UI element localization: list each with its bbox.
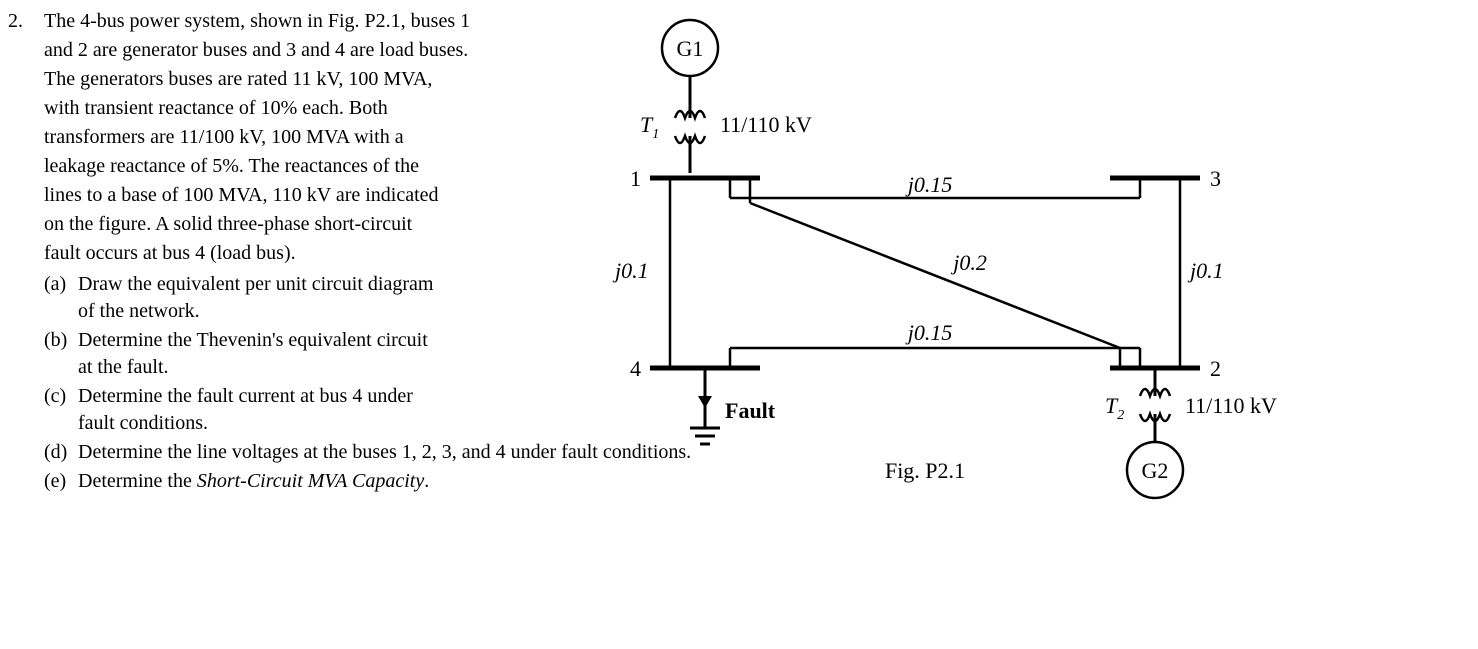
page-root: 2. The 4-bus power system, shown in Fig.… [0, 0, 1478, 649]
line-1-3: j0.15 [730, 172, 1140, 198]
subpart-c-line1: Determine the fault current at bus 4 und… [78, 385, 413, 407]
subpart-e-italic: Short-Circuit MVA Capacity [197, 470, 424, 492]
fault-label: Fault [725, 398, 776, 423]
t1-rating: 11/110 kV [720, 112, 812, 137]
x-1-3: j0.15 [905, 172, 953, 197]
stem-line: and 2 are generator buses and 3 and 4 ar… [44, 37, 594, 64]
problem-stem: The 4-bus power system, shown in Fig. P2… [44, 8, 594, 267]
line-4-2: j0.15 [730, 320, 1140, 368]
t1-name: T1 [640, 112, 659, 142]
subpart-e-suffix: . [424, 470, 429, 492]
stem-line: on the figure. A solid three-phase short… [44, 211, 594, 238]
subpart-label: (e) [44, 468, 78, 495]
figure-svg: G1 T1 11/110 kV 1 3 [580, 8, 1460, 528]
bus4-label: 4 [630, 356, 641, 381]
bus1-label: 1 [630, 166, 641, 191]
generator-g1: G1 [662, 20, 718, 118]
subpart-label: (c) [44, 383, 78, 437]
t2-name: T2 [1105, 393, 1124, 423]
generator-g2: G2 [1127, 442, 1183, 498]
transformer-t2: T2 11/110 kV [1105, 368, 1277, 442]
figure-caption: Fig. P2.1 [885, 458, 965, 483]
subpart-c-line2: fault conditions. [78, 412, 208, 434]
subpart-e-prefix: Determine the [78, 470, 197, 492]
line-3-2: j0.1 [1180, 178, 1224, 368]
bus-1: 1 [630, 166, 760, 191]
stem-line: The generators buses are rated 11 kV, 10… [44, 66, 594, 93]
t2-rating: 11/110 kV [1185, 393, 1277, 418]
stem-line: The 4-bus power system, shown in Fig. P2… [44, 8, 594, 35]
subpart-b-line1: Determine the Thevenin's equivalent circ… [78, 329, 428, 351]
x-3-2: j0.1 [1187, 258, 1224, 283]
subpart-label: (d) [44, 439, 78, 466]
subpart-label: (a) [44, 271, 78, 325]
bus-2: 2 [1110, 356, 1221, 381]
bus-4: 4 [630, 356, 760, 381]
bus2-label: 2 [1210, 356, 1221, 381]
g1-label: G1 [677, 36, 704, 61]
stem-line: with transient reactance of 10% each. Bo… [44, 95, 594, 122]
x-4-2: j0.15 [905, 320, 953, 345]
bus-3: 3 [1110, 166, 1221, 191]
figure: G1 T1 11/110 kV 1 3 [580, 8, 1460, 528]
subpart-a-line2: of the network. [78, 300, 200, 322]
stem-line: fault occurs at bus 4 (load bus). [44, 240, 594, 267]
x-1-2: j0.2 [950, 250, 987, 275]
x-1-4: j0.1 [612, 258, 649, 283]
bus3-label: 3 [1210, 166, 1221, 191]
problem-number: 2. [8, 8, 23, 35]
stem-line: lines to a base of 100 MVA, 110 kV are i… [44, 182, 594, 209]
stem-line: leakage reactance of 5%. The reactances … [44, 153, 594, 180]
fault-symbol: Fault [690, 368, 776, 444]
subpart-b-line2: at the fault. [78, 356, 169, 378]
subpart-label: (b) [44, 327, 78, 381]
stem-line: transformers are 11/100 kV, 100 MVA with… [44, 124, 594, 151]
line-1-4: j0.1 [612, 178, 670, 368]
subpart-a-line1: Draw the equivalent per unit circuit dia… [78, 273, 433, 295]
transformer-t1: T1 11/110 kV [640, 111, 812, 173]
g2-label: G2 [1142, 458, 1169, 483]
